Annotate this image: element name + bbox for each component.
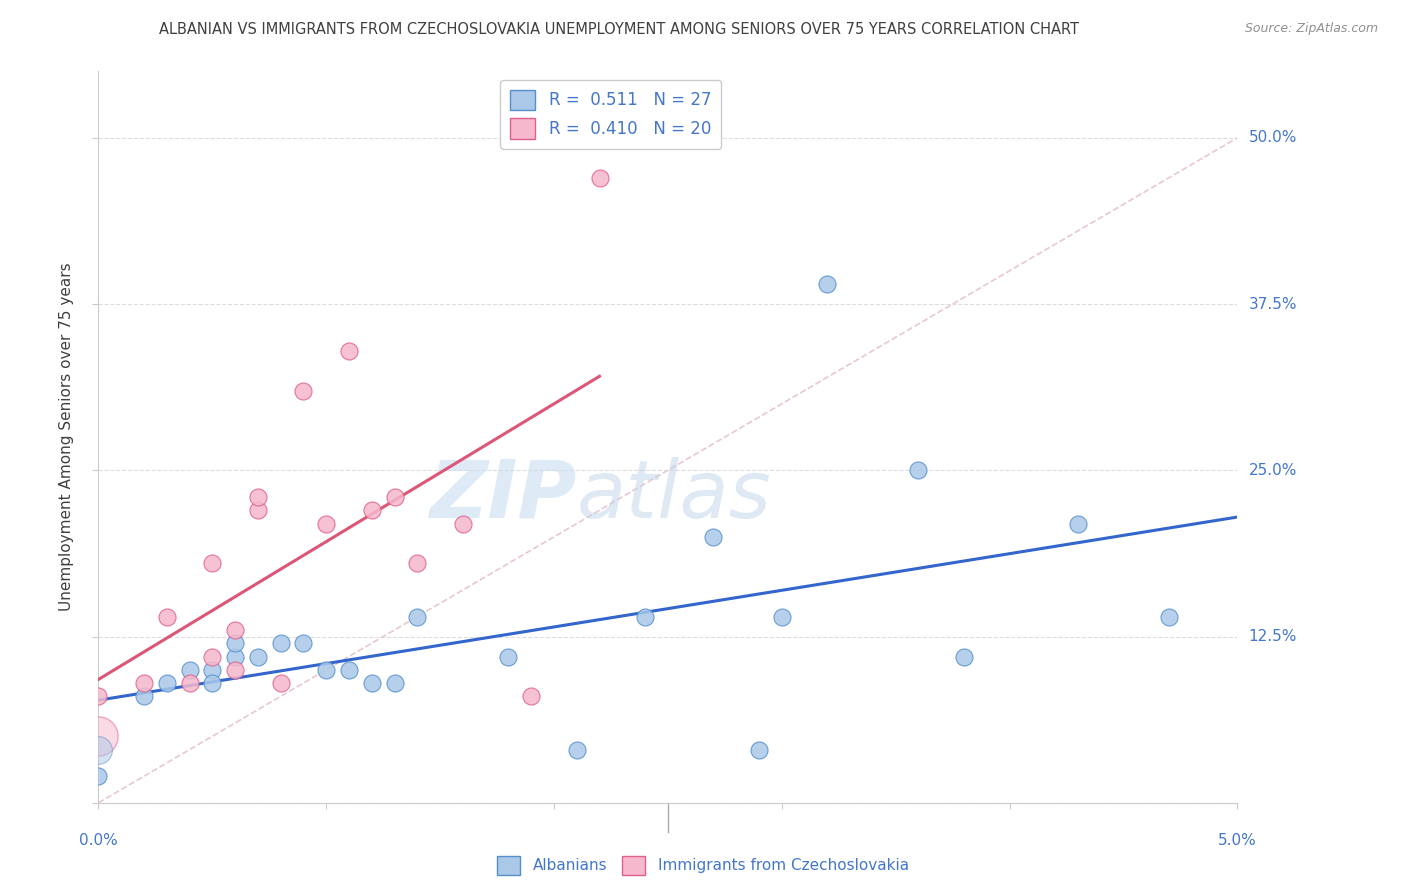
Text: 0.0%: 0.0% (79, 833, 118, 848)
Text: 25.0%: 25.0% (1249, 463, 1296, 478)
Point (201, 649, 224, 664)
Point (907, 463, 929, 477)
Point (270, 676, 292, 690)
Point (246, 503, 269, 517)
Point (201, 663, 224, 677)
Point (87, 690, 110, 704)
Point (748, 742, 770, 756)
Point (132, 690, 155, 704)
Point (224, 663, 246, 677)
Point (337, 343, 360, 358)
Point (87, 742, 110, 756)
Point (201, 557, 224, 571)
Point (179, 676, 201, 690)
Text: 12.5%: 12.5% (1249, 629, 1296, 644)
Point (384, 490, 406, 504)
Point (246, 649, 269, 664)
Point (156, 609, 179, 624)
Point (292, 636, 315, 650)
Legend: Albanians, Immigrants from Czechoslovakia: Albanians, Immigrants from Czechoslovaki… (491, 850, 915, 880)
Point (224, 623, 246, 637)
Point (815, 277, 838, 292)
Point (953, 649, 976, 664)
Point (498, 649, 520, 664)
Point (87, 729, 110, 743)
Text: Source: ZipAtlas.com: Source: ZipAtlas.com (1244, 22, 1378, 36)
Point (406, 557, 429, 571)
Point (451, 516, 474, 531)
Point (702, 530, 724, 544)
Point (270, 636, 292, 650)
Text: ALBANIAN VS IMMIGRANTS FROM CZECHOSLOVAKIA UNEMPLOYMENT AMONG SENIORS OVER 75 YE: ALBANIAN VS IMMIGRANTS FROM CZECHOSLOVAK… (159, 22, 1078, 37)
Point (337, 663, 360, 677)
Point (588, 170, 610, 185)
Point (224, 636, 246, 650)
Point (1157, 609, 1180, 624)
Point (156, 676, 179, 690)
Point (634, 609, 657, 624)
Point (520, 690, 543, 704)
Text: 50.0%: 50.0% (1249, 130, 1296, 145)
Point (360, 676, 382, 690)
Legend: R =  0.511   N = 27, R =  0.410   N = 20: R = 0.511 N = 27, R = 0.410 N = 20 (501, 79, 721, 149)
Point (224, 649, 246, 664)
Point (770, 609, 793, 624)
Point (406, 609, 429, 624)
Point (246, 490, 269, 504)
Point (179, 663, 201, 677)
Point (292, 384, 315, 398)
Point (87, 769, 110, 783)
Point (132, 676, 155, 690)
Text: 5.0%: 5.0% (1218, 833, 1257, 848)
Point (201, 676, 224, 690)
Text: ZIP: ZIP (429, 457, 576, 534)
Text: atlas: atlas (576, 457, 772, 534)
Point (384, 676, 406, 690)
Point (315, 516, 337, 531)
Point (360, 503, 382, 517)
Point (565, 742, 588, 756)
Y-axis label: Unemployment Among Seniors over 75 years: Unemployment Among Seniors over 75 years (59, 263, 75, 611)
Point (315, 663, 337, 677)
Point (1067, 516, 1090, 531)
Text: 37.5%: 37.5% (1249, 297, 1296, 311)
